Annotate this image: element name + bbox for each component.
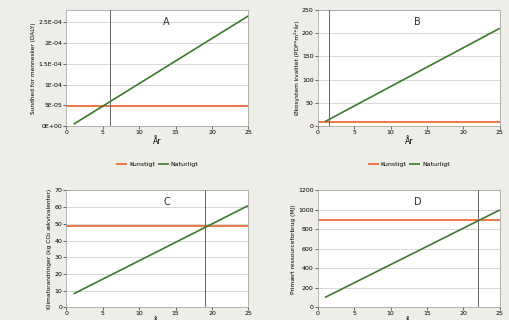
Text: A: A bbox=[163, 17, 169, 27]
Y-axis label: Sundhed for mennesker (DALY): Sundhed for mennesker (DALY) bbox=[31, 22, 36, 114]
Legend: Kunstigt, Naturligt: Kunstigt, Naturligt bbox=[367, 162, 449, 167]
Y-axis label: Økosystem kvalitet (PDF*m²*år): Økosystem kvalitet (PDF*m²*år) bbox=[293, 20, 299, 115]
Y-axis label: Klimaforandringer (kg CO₂ ækvivalenter): Klimaforandringer (kg CO₂ ækvivalenter) bbox=[47, 189, 52, 309]
X-axis label: År: År bbox=[404, 137, 412, 146]
Text: C: C bbox=[163, 197, 169, 207]
X-axis label: År: År bbox=[153, 318, 161, 320]
Legend: Kunstigt, Naturligt: Kunstigt, Naturligt bbox=[116, 162, 198, 167]
Y-axis label: Primært ressourceforbrug (MJ): Primært ressourceforbrug (MJ) bbox=[290, 204, 295, 293]
X-axis label: År: År bbox=[153, 137, 161, 146]
X-axis label: År: År bbox=[404, 318, 412, 320]
Text: B: B bbox=[414, 17, 420, 27]
Text: D: D bbox=[413, 197, 421, 207]
